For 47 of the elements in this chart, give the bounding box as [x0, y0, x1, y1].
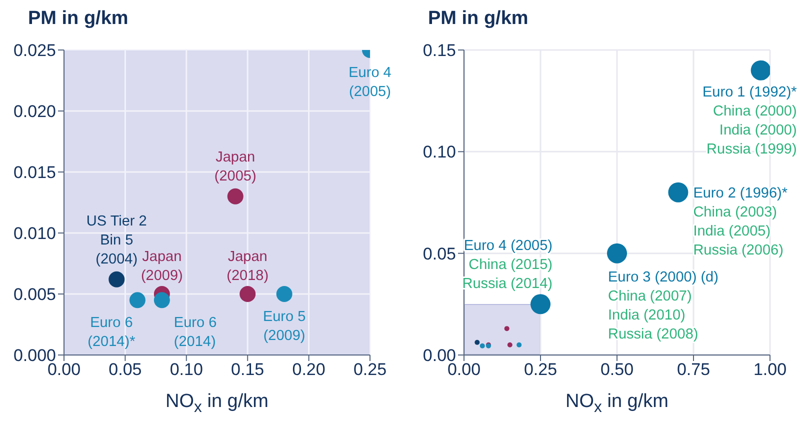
- point: [480, 343, 485, 348]
- x-tick-label: 0.25: [353, 360, 387, 380]
- y-tick-label: 0.05: [422, 244, 456, 264]
- x-tick-label: 0.15: [231, 360, 264, 380]
- series-label: Japan (2018): [226, 249, 269, 284]
- series-label: Euro 4 (2005): [348, 65, 392, 100]
- point: [108, 271, 125, 288]
- series-label: Euro 3 (2000) (d) China (2007) India (2010) Russia (2008): [608, 269, 718, 342]
- series-label: Euro 2 (1996)* China (2003) India (2005) Russia (2006): [693, 185, 788, 258]
- point: [507, 342, 512, 348]
- series-label: Euro 6 (2014)*: [88, 315, 136, 350]
- x-tick-label: 0.05: [108, 360, 142, 380]
- y-tick-label: 0.005: [13, 285, 56, 304]
- x-axis-title: NO$_{x}$ in g/km: [564, 391, 670, 417]
- point: [516, 342, 522, 348]
- point: [276, 286, 292, 302]
- x-tick-label: 0.75: [676, 360, 710, 380]
- x-tick-label: 0.25: [524, 360, 558, 380]
- y-axis-title: PM in g/km: [28, 8, 128, 30]
- y-tick-label: 0.020: [13, 102, 56, 122]
- point: [474, 340, 480, 345]
- point: [240, 286, 256, 302]
- y-tick-label: 0.15: [422, 41, 456, 60]
- x-tick-label: 0.50: [600, 360, 634, 380]
- point: [607, 243, 627, 264]
- series-label: Japan (2009): [140, 249, 183, 284]
- point: [668, 182, 688, 202]
- y-tick-label: 0.025: [13, 41, 56, 60]
- series-label: Euro 5 (2009): [262, 309, 306, 344]
- y-tick-label: 0.10: [422, 142, 456, 162]
- point: [750, 60, 770, 80]
- point: [154, 292, 170, 308]
- x-tick-label: 1.00: [753, 360, 787, 380]
- y-tick-label: 0.010: [13, 224, 56, 244]
- x-tick-label: 0.20: [292, 360, 326, 380]
- point: [504, 326, 510, 332]
- x-tick-label: 0.00: [47, 360, 81, 380]
- y-axis-title: PM in g/km: [428, 8, 528, 30]
- series-label: Euro 1 (1992)* China (2000) India (2000) Russia (1999): [702, 84, 798, 158]
- x-tick-label: 0.00: [447, 360, 481, 380]
- series-label: Japan (2005): [214, 149, 256, 184]
- x-axis-title: NO$_{x}$ in g/km: [164, 391, 270, 417]
- point: [129, 292, 146, 308]
- x-tick-label: 0.10: [170, 360, 203, 380]
- series-label: Euro 6 (2014): [174, 315, 217, 350]
- point: [530, 294, 550, 314]
- y-tick-label: 0.015: [13, 163, 56, 182]
